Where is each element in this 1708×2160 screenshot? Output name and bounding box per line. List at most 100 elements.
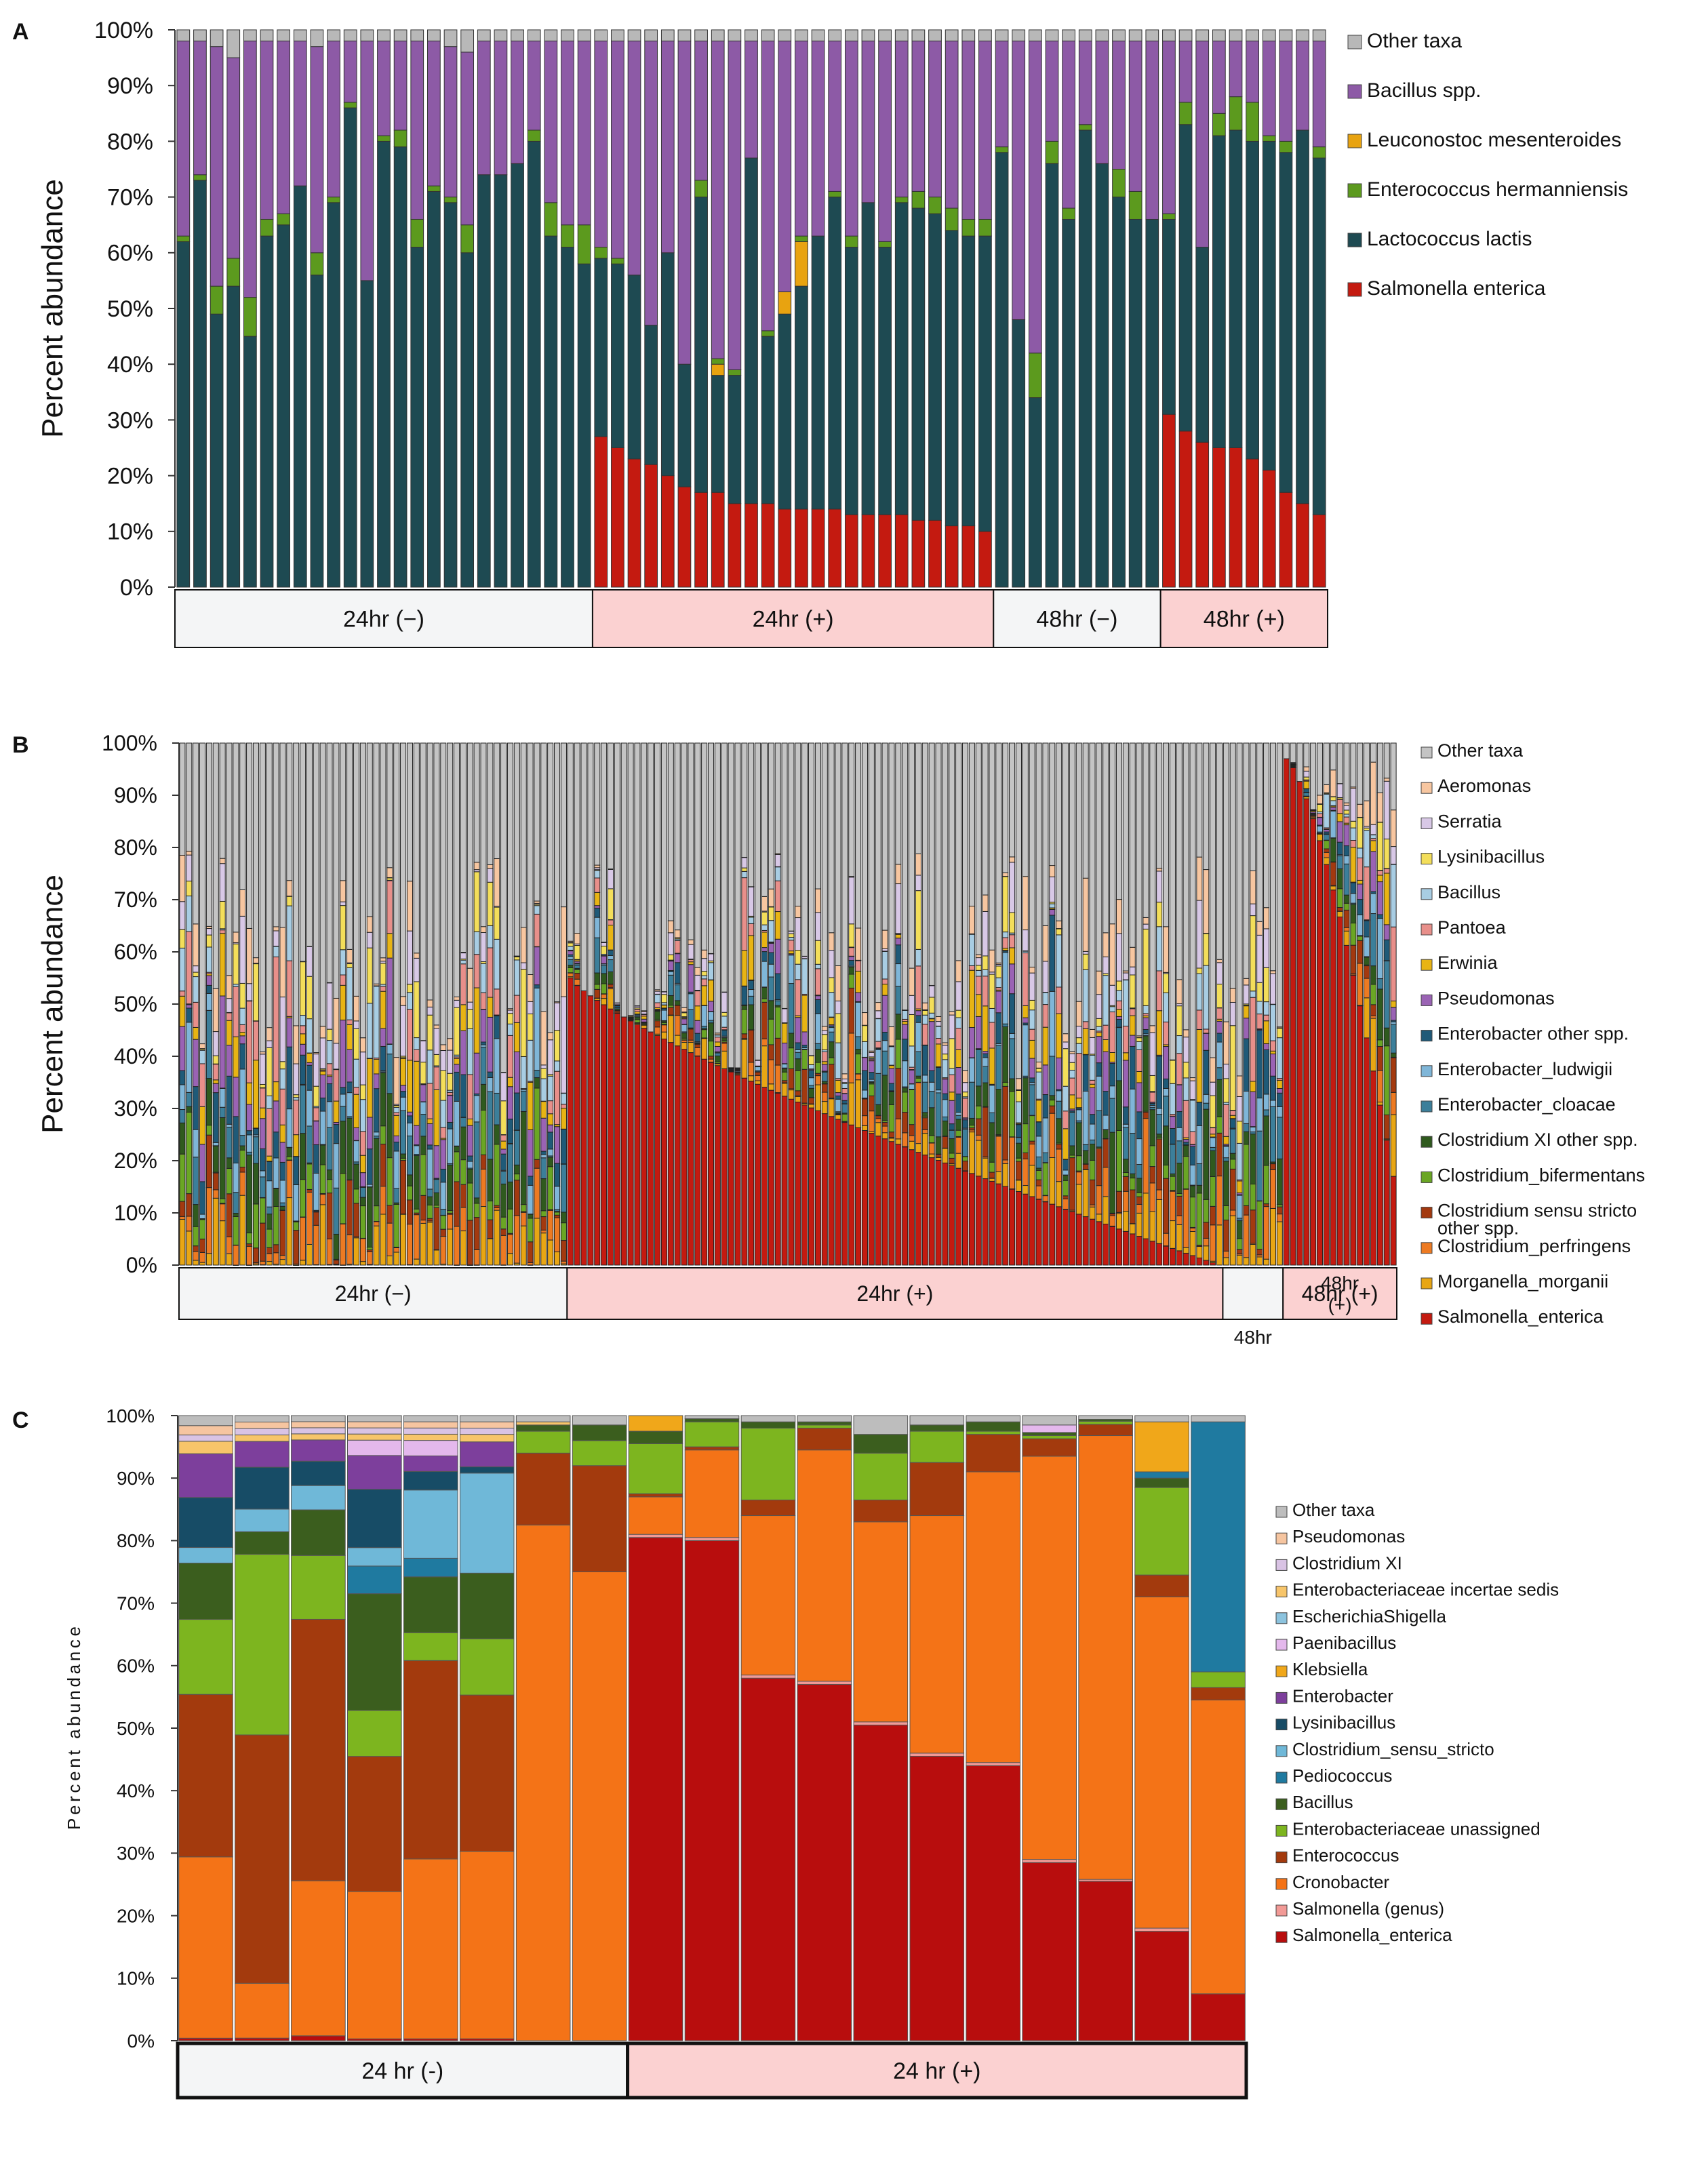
bar-segment (235, 2037, 290, 2041)
bar-segment (377, 135, 391, 142)
bar-segment (694, 197, 708, 493)
bar-segment (714, 1065, 721, 1266)
bar-segment (909, 1149, 915, 1266)
bar-segment (340, 901, 346, 906)
bar-segment (410, 218, 424, 248)
bar-segment (909, 1431, 965, 1463)
bar-segment (1203, 933, 1210, 966)
legend-swatch (1421, 888, 1433, 900)
bar-segment (902, 1021, 909, 1025)
bar-segment (768, 952, 774, 965)
bar-segment (978, 40, 992, 220)
bar-segment (1096, 1036, 1103, 1064)
bar-segment (648, 742, 654, 1033)
bar-segment (1276, 742, 1283, 1028)
bar-segment (674, 1045, 681, 1266)
bar-segment (928, 1012, 935, 1019)
bar-segment (1115, 742, 1123, 900)
bar-segment (306, 976, 313, 1020)
bar-segment (861, 1012, 869, 1026)
bar-segment (380, 1144, 386, 1187)
bar-segment (909, 1515, 965, 1754)
bar-segment (577, 224, 591, 264)
bar-segment (343, 107, 357, 588)
bar-segment (393, 1106, 400, 1113)
bar-segment (1203, 869, 1210, 934)
bar-segment (273, 1244, 279, 1254)
bar-segment (1383, 960, 1390, 1028)
bar-segment (246, 1082, 253, 1105)
bar-segment (233, 1213, 239, 1217)
bar-segment (406, 1115, 413, 1123)
bar-segment (861, 742, 869, 1014)
bar-segment (380, 1214, 386, 1266)
bar-segment (547, 1239, 554, 1266)
bar-segment (179, 1070, 186, 1085)
bar-segment (982, 911, 989, 957)
bar-segment (1343, 855, 1350, 864)
bar-segment (540, 1100, 547, 1119)
bar-segment (748, 995, 755, 1005)
bar-segment (701, 1026, 708, 1029)
bar-segment (1089, 1139, 1096, 1144)
bar-segment (848, 1033, 855, 1083)
bar-segment (1246, 29, 1259, 41)
bar-segment (313, 742, 319, 1054)
bar-segment (1216, 962, 1223, 985)
bar-segment (1296, 40, 1309, 131)
bar-segment (902, 1092, 909, 1113)
bar-segment (921, 1024, 928, 1045)
bar-segment (1383, 1114, 1390, 1140)
bar-segment (1156, 1138, 1163, 1191)
bar-segment (895, 934, 902, 939)
bar-segment (955, 1028, 962, 1050)
bar-segment (433, 1205, 440, 1208)
bar-segment (494, 988, 500, 1016)
bar-segment (319, 1071, 326, 1075)
y-tick-label: 100% (102, 731, 157, 755)
bar-segment (176, 235, 191, 242)
bar-segment (1196, 1193, 1203, 1246)
bar-segment (628, 1493, 683, 1498)
bar-segment (955, 1094, 962, 1113)
bar-segment (881, 995, 888, 1033)
bar-segment (500, 742, 507, 1073)
bar-segment (681, 1012, 688, 1018)
bar-segment (534, 905, 540, 915)
bar-segment (273, 1205, 279, 1245)
bar-segment (788, 1068, 795, 1089)
bar-segment (400, 1110, 407, 1155)
bar-segment (744, 40, 758, 159)
bar-segment (1357, 914, 1364, 936)
bar-segment (239, 1032, 246, 1037)
bar-segment (233, 742, 239, 933)
bar-segment (386, 1157, 393, 1206)
bar-segment (266, 1261, 273, 1266)
bar-segment (433, 1024, 440, 1029)
bar-segment (949, 1011, 955, 1016)
bar-segment (895, 1068, 902, 1119)
bar-segment (1096, 1148, 1103, 1186)
legend-label: Pediococcus (1292, 1765, 1392, 1786)
bar-segment (380, 1028, 386, 1047)
bar-segment (1390, 864, 1397, 927)
bar-segment (561, 29, 574, 41)
bar-segment (306, 1192, 313, 1245)
bar-segment (982, 969, 989, 977)
bar-segment (333, 1233, 340, 1260)
bar-segment (1229, 988, 1236, 1003)
bar-segment (420, 1220, 426, 1224)
bar-segment (346, 1179, 353, 1235)
bar-segment (1210, 1127, 1216, 1135)
bar-segment (828, 1116, 835, 1266)
bar-segment (1169, 1176, 1176, 1191)
bar-segment (500, 1134, 507, 1142)
bar-segment (1115, 1018, 1123, 1028)
bar-segment (511, 40, 524, 164)
bar-segment (1370, 893, 1377, 915)
bar-segment (1134, 1931, 1189, 2041)
bar-segment (1276, 1087, 1283, 1094)
bar-segment (607, 868, 614, 889)
bar-segment (226, 285, 241, 588)
bar-segment (989, 742, 995, 951)
